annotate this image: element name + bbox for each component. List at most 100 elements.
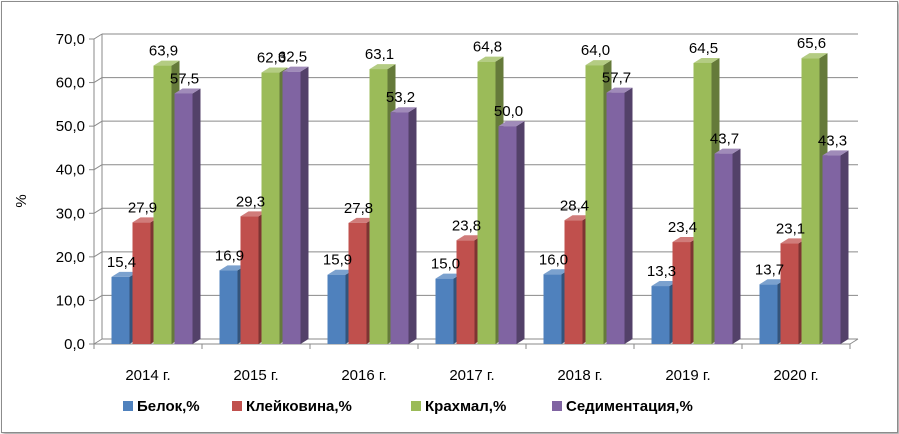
bar <box>651 286 670 344</box>
bar <box>261 72 280 345</box>
data-label: 43,3 <box>818 132 847 149</box>
x-tick-label: 2019 г. <box>665 367 710 384</box>
legend-swatch <box>123 401 133 411</box>
data-label: 64,0 <box>581 42 610 59</box>
y-tick-label: 20,0 <box>56 249 85 266</box>
gridline-depth <box>93 33 103 40</box>
bar <box>132 222 151 344</box>
bar-top <box>564 215 591 221</box>
legend-entry: Клейковина,% <box>246 398 352 415</box>
bar-side <box>408 107 417 344</box>
bar-top <box>390 107 417 113</box>
data-label: 57,5 <box>170 70 199 87</box>
data-label: 27,9 <box>128 199 157 216</box>
bar <box>477 61 496 345</box>
bar-side <box>840 150 849 344</box>
y-tick-label: 0,0 <box>64 336 85 353</box>
data-label: 64,8 <box>473 39 502 56</box>
legend-swatch <box>232 401 242 411</box>
bar <box>282 71 301 344</box>
bar <box>672 242 691 344</box>
bar <box>714 153 733 344</box>
y-axis-label: % <box>13 194 30 207</box>
data-label: 23,1 <box>776 220 805 237</box>
data-label: 16,0 <box>539 251 568 268</box>
y-tick-label: 10,0 <box>56 292 85 309</box>
data-label: 15,9 <box>323 252 352 269</box>
y-tick-label: 40,0 <box>56 162 85 179</box>
y-tick-label: 70,0 <box>56 31 85 48</box>
bar-top <box>801 53 828 59</box>
legend-entry: Крахмал,% <box>425 398 506 415</box>
bar-side <box>624 87 633 344</box>
bar <box>219 270 238 344</box>
bar-side <box>300 66 309 344</box>
x-tick-label: 2020 г. <box>773 367 818 384</box>
label-layer: 15,4 27,9 63,9 57,5 16,9 29,3 62,362,5 15,9 27,8… <box>107 35 847 280</box>
bar <box>153 65 172 345</box>
bar-top <box>780 238 807 244</box>
bar <box>435 278 454 344</box>
bar-top <box>435 273 462 279</box>
y-tick-label: 50,0 <box>56 118 85 135</box>
x-tick-label: 2014 г. <box>125 367 170 384</box>
bar-top <box>240 211 267 217</box>
legend-swatch <box>552 401 562 411</box>
bar-top <box>456 235 483 241</box>
bar-top <box>327 269 354 275</box>
bar <box>174 93 193 344</box>
data-label: 27,8 <box>344 200 373 217</box>
data-label: 63,9 <box>149 43 178 60</box>
data-label: 53,2 <box>386 89 415 106</box>
bar-top <box>822 150 849 156</box>
bar <box>498 126 517 345</box>
data-label: 62,5 <box>278 49 307 66</box>
data-label: 57,7 <box>602 70 631 87</box>
data-label: 29,3 <box>236 193 265 210</box>
bar-top <box>651 281 678 287</box>
bar <box>369 69 388 345</box>
legend: Белок,% Клейковина,% Крахмал,% Седиментация… <box>123 398 693 415</box>
bar <box>780 243 799 344</box>
y-tick-label: 30,0 <box>56 205 85 222</box>
bar-top <box>498 121 525 127</box>
gridline-depth <box>93 164 103 171</box>
bar-top <box>153 60 180 66</box>
data-label: 16,9 <box>215 247 244 264</box>
bar <box>390 112 409 344</box>
x-tick-label: 2015 г. <box>233 367 278 384</box>
bar <box>564 220 583 344</box>
legend-entry: Белок,% <box>137 398 200 415</box>
data-label: 50,0 <box>494 103 523 120</box>
data-label: 28,4 <box>560 197 589 214</box>
bar-top <box>714 148 741 154</box>
data-label: 13,7 <box>755 261 784 278</box>
bar-top <box>282 66 309 72</box>
bar-layer <box>111 53 849 345</box>
data-label: 64,5 <box>689 40 718 57</box>
bar <box>456 240 475 344</box>
bar <box>111 276 130 344</box>
y-tick-label: 60,0 <box>56 75 85 92</box>
bar <box>759 284 778 344</box>
data-label: 13,3 <box>647 263 676 280</box>
bar-top <box>543 269 570 275</box>
bar-top <box>672 237 699 243</box>
data-label: 65,6 <box>797 35 826 52</box>
data-label: 62,3 <box>257 50 286 67</box>
data-label: 15,0 <box>431 256 460 273</box>
bar-top <box>174 88 201 94</box>
gridline-depth <box>93 295 103 301</box>
bar-top <box>606 87 633 93</box>
floor-edge <box>849 338 859 345</box>
bar-top <box>219 265 246 271</box>
bar-top <box>369 64 396 70</box>
gridline-depth <box>93 338 103 345</box>
bar <box>543 274 562 344</box>
bar <box>585 65 604 344</box>
gridline-depth <box>93 251 103 258</box>
x-tick-label: 2017 г. <box>449 367 494 384</box>
legend-entry: Седиментация,% <box>566 398 693 415</box>
bar-top <box>477 56 504 62</box>
x-tick-label: 2018 г. <box>557 367 602 384</box>
